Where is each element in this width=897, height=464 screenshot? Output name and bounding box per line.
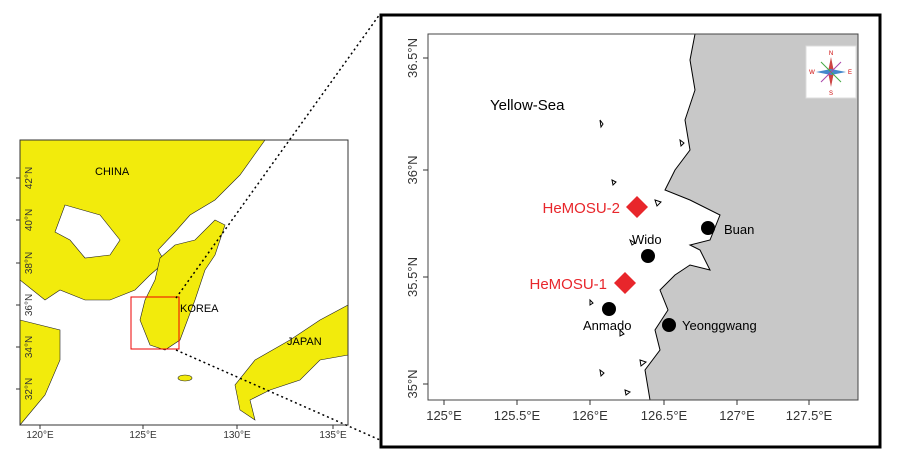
- station-marker: [626, 196, 648, 218]
- place-label: Yeonggwang: [682, 318, 757, 333]
- station-label: HeMOSU-1: [529, 276, 607, 293]
- overview-map: CHINA KOREA JAPAN 120°E 125°E 130°E 135°E 42…: [16, 139, 349, 441]
- detail-map: N E S W Yellow-Sea HeMOSU-2 HeMOSU-1 Wid…: [379, 13, 882, 449]
- japan-land: [234, 304, 349, 421]
- place-marker: [641, 249, 655, 263]
- y-tick-label: 36.5°N: [405, 38, 420, 78]
- place-label: Buan: [724, 222, 754, 237]
- land: [644, 33, 859, 401]
- country-label: JAPAN: [287, 336, 322, 348]
- zoom-line: [175, 349, 381, 441]
- x-tick-label: 120°E: [26, 430, 54, 441]
- jeju: [177, 374, 193, 382]
- y-tick-label: 36°N: [24, 294, 35, 316]
- y-tick-label: 34°N: [24, 336, 35, 358]
- compass-label: N: [829, 51, 833, 57]
- x-tick-label: 126°E: [572, 408, 608, 423]
- y-tick-label: 38°N: [24, 252, 35, 274]
- x-tick-label: 130°E: [223, 430, 251, 441]
- station-label: HeMOSU-2: [542, 200, 620, 217]
- korea-land: [139, 219, 226, 351]
- station-marker: [614, 272, 636, 294]
- sea-label: Yellow-Sea: [490, 97, 565, 114]
- bohai-sea: [54, 204, 121, 259]
- place-marker: [701, 221, 715, 235]
- country-label: CHINA: [95, 166, 130, 178]
- compass: N E S W: [805, 45, 857, 99]
- compass-label: W: [809, 70, 815, 76]
- y-tick-label: 35°N: [405, 369, 420, 398]
- x-tick-label: 135°E: [319, 430, 347, 441]
- place-label: Wido: [632, 232, 662, 247]
- frame: [19, 139, 349, 426]
- y-tick-label: 40°N: [24, 209, 35, 231]
- compass-label: S: [829, 91, 833, 97]
- plot-frame: [427, 33, 859, 401]
- study-area-box: [130, 296, 180, 350]
- place-label: Anmado: [583, 318, 631, 333]
- place-marker: [602, 302, 616, 316]
- compass-label: E: [848, 70, 852, 76]
- x-tick-label: 125.5°E: [494, 408, 541, 423]
- x-tick-label: 127.5°E: [786, 408, 833, 423]
- place-marker: [662, 318, 676, 332]
- islands: [589, 119, 685, 396]
- y-tick-label: 42°N: [24, 167, 35, 189]
- country-label: KOREA: [180, 303, 219, 315]
- y-tick-label: 32°N: [24, 378, 35, 400]
- y-tick-label: 36°N: [405, 155, 420, 184]
- x-tick-label: 125°E: [129, 430, 157, 441]
- x-tick-label: 127°E: [719, 408, 755, 423]
- zoom-line: [175, 13, 381, 299]
- x-tick-label: 125°E: [426, 408, 462, 423]
- y-tick-label: 35.5°N: [405, 257, 420, 297]
- x-tick-label: 126.5°E: [641, 408, 688, 423]
